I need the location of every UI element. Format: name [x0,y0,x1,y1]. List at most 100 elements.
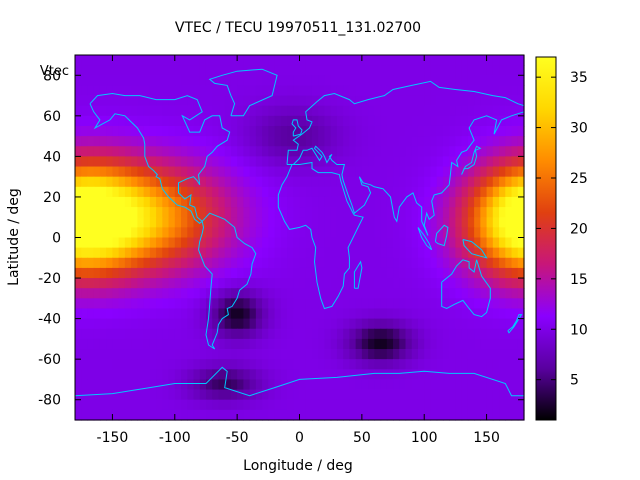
heatmap-cell [355,237,363,249]
heatmap-cell [124,207,132,218]
heatmap-cell [293,176,301,188]
heatmap-cell [474,328,481,340]
heatmap-cell [287,298,294,310]
heatmap-cell [224,207,232,218]
heatmap-cell [143,227,151,239]
heatmap-cell [243,95,251,107]
heatmap-cell [149,186,157,198]
heatmap-cell [218,247,226,259]
heatmap-cell [405,369,413,381]
heatmap-cell [399,227,407,239]
heatmap-cell [193,95,201,107]
heatmap-cell [474,95,481,107]
heatmap-cell [405,399,413,411]
heatmap-cell [330,267,338,279]
heatmap-cell [393,146,400,157]
heatmap-cell [112,85,120,97]
heatmap-cell [131,75,138,87]
heatmap-cell [492,278,500,289]
heatmap-cell [368,257,375,269]
heatmap-cell [349,95,357,107]
heatmap-cell [368,85,375,97]
heatmap-cell [324,176,332,188]
heatmap-cell [99,105,107,117]
heatmap-cell [474,409,481,421]
heatmap-cell [174,196,182,208]
heatmap-cell [374,379,382,391]
heatmap-cell [81,278,89,289]
heatmap-cell [517,257,525,269]
heatmap-cell [280,267,288,279]
heatmap-cell [162,318,170,330]
heatmap-cell [299,156,307,168]
heatmap-cell [480,399,488,411]
heatmap-cell [492,146,500,157]
heatmap-cell [118,308,126,320]
heatmap-cell [361,207,369,218]
heatmap-cell [174,349,182,360]
heatmap-cell [124,257,132,269]
heatmap-cell [405,136,413,147]
heatmap-cell [386,156,394,168]
heatmap-cell [349,217,357,228]
heatmap-cell [393,318,400,330]
heatmap-cell [268,349,276,360]
heatmap-cell [411,288,419,299]
heatmap-cell [449,217,457,228]
heatmap-cell [380,196,388,208]
heatmap-cell [480,146,488,157]
heatmap-cell [274,227,282,239]
heatmap-cell [168,288,176,299]
heatmap-cell [355,359,363,370]
heatmap-cell [118,359,126,370]
heatmap-cell [393,267,400,279]
heatmap-cell [424,257,432,269]
heatmap-cell [106,349,114,360]
heatmap-cell [212,369,220,381]
heatmap-cell [199,196,207,208]
heatmap-cell [143,65,151,76]
heatmap-cell [399,105,407,117]
heatmap-cell [124,146,132,157]
heatmap-cell [143,85,151,97]
heatmap-cell [380,247,388,259]
heatmap-cell [511,186,519,198]
heatmap-cell [417,328,425,340]
heatmap-cell [411,318,419,330]
heatmap-cell [324,75,332,87]
heatmap-cell [243,288,251,299]
heatmap-cell [124,136,132,147]
heatmap-cell [168,298,176,310]
heatmap-cell [405,288,413,299]
heatmap-cell [343,349,350,360]
heatmap-cell [187,359,195,370]
heatmap-cell [324,389,332,401]
heatmap-cell [268,379,276,391]
heatmap-cell [268,359,276,370]
heatmap-cell [81,85,89,97]
heatmap-cell [193,186,201,198]
heatmap-cell [205,278,213,289]
heatmap-cell [224,146,232,157]
heatmap-cell [149,399,157,411]
heatmap-cell [455,409,463,421]
heatmap-cell [380,156,388,168]
heatmap-cell [349,349,357,360]
heatmap-cell [436,328,444,340]
heatmap-cell [181,75,188,87]
heatmap-cell [374,237,382,249]
heatmap-cell [386,267,394,279]
heatmap-cell [499,349,506,360]
heatmap-cell [118,55,126,66]
heatmap-cell [399,298,407,310]
heatmap-cell [311,146,319,157]
heatmap-cell [492,85,500,97]
heatmap-cell [168,409,176,421]
heatmap-cell [399,166,407,178]
heatmap-cell [436,186,444,198]
heatmap-cell [87,95,95,107]
heatmap-cell [99,115,107,127]
heatmap-cell [368,186,375,198]
heatmap-cell [81,75,89,87]
